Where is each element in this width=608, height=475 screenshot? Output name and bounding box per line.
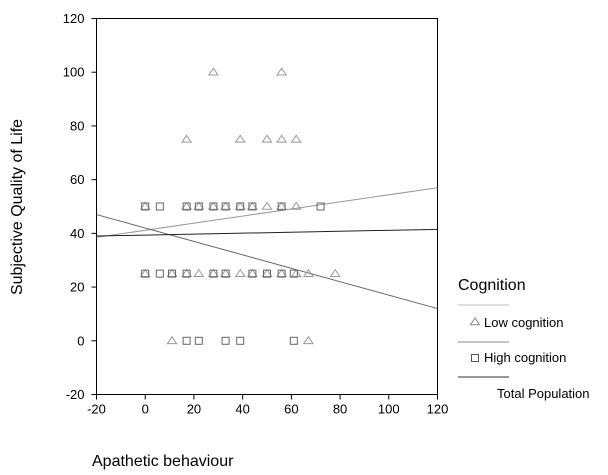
point-square bbox=[236, 336, 245, 345]
y-tick-label: 20 bbox=[70, 280, 84, 295]
point-triangle bbox=[276, 268, 288, 277]
point-square bbox=[316, 202, 325, 211]
fit-line bbox=[96, 214, 438, 310]
point-square bbox=[141, 269, 150, 278]
point-square bbox=[289, 336, 298, 345]
point-triangle bbox=[193, 201, 205, 210]
plot-frame bbox=[96, 18, 438, 395]
point-square bbox=[221, 269, 230, 278]
point-square bbox=[263, 269, 271, 278]
fit-line bbox=[96, 187, 438, 238]
x-tick-label: 80 bbox=[333, 402, 347, 417]
fit-line bbox=[96, 228, 438, 237]
point-square bbox=[248, 202, 257, 211]
y-tick-label: 60 bbox=[70, 172, 84, 187]
point-triangle bbox=[290, 268, 302, 277]
point-square bbox=[277, 202, 286, 211]
point-triangle bbox=[181, 201, 193, 210]
point-triangle bbox=[234, 268, 246, 277]
y-tick-label: 80 bbox=[70, 118, 84, 133]
point-triangle bbox=[261, 268, 273, 277]
point-square bbox=[182, 202, 191, 211]
data-points bbox=[139, 67, 341, 345]
point-square bbox=[248, 269, 257, 278]
legend: Cognition Low cognition High cognition Tot… bbox=[458, 277, 590, 401]
fit-lines bbox=[96, 187, 438, 310]
point-triangle bbox=[193, 268, 205, 277]
y-axis-ticks: -20 0 20 40 60 80 100 120 bbox=[63, 11, 97, 402]
legend-label: High cognition bbox=[484, 350, 566, 365]
x-tick-label: 0 bbox=[142, 402, 149, 417]
point-triangle bbox=[261, 134, 273, 143]
point-square bbox=[141, 202, 150, 211]
point-triangle bbox=[166, 335, 178, 345]
point-square bbox=[236, 202, 245, 211]
point-triangle bbox=[166, 268, 178, 277]
point-square bbox=[221, 336, 230, 345]
x-axis-title: Apathetic behaviour bbox=[92, 453, 234, 470]
y-axis-title: Subjective Quality of Life bbox=[9, 119, 26, 295]
y-tick-label: -20 bbox=[66, 387, 85, 402]
x-axis-ticks: -20 0 20 40 60 80 100 120 bbox=[87, 394, 449, 417]
point-square bbox=[168, 269, 177, 278]
point-triangle bbox=[246, 201, 258, 210]
point-triangle bbox=[329, 268, 341, 277]
point-triangle bbox=[220, 201, 232, 210]
point-square bbox=[182, 269, 191, 278]
x-tick-label: 40 bbox=[235, 402, 249, 417]
point-square bbox=[209, 202, 218, 211]
point-square bbox=[155, 269, 164, 278]
legend-square-icon bbox=[471, 354, 479, 362]
y-tick-label: 40 bbox=[70, 226, 84, 241]
x-tick-label: -20 bbox=[87, 402, 106, 417]
point-square bbox=[155, 202, 164, 211]
x-tick-label: 120 bbox=[427, 402, 449, 417]
point-triangle bbox=[181, 268, 193, 277]
x-tick-label: 20 bbox=[187, 402, 201, 417]
point-triangle bbox=[207, 201, 219, 210]
point-triangle bbox=[246, 268, 258, 277]
point-triangle bbox=[207, 67, 219, 76]
legend-triangle-icon bbox=[469, 317, 481, 326]
point-triangle bbox=[220, 268, 232, 277]
y-tick-label: 0 bbox=[77, 333, 84, 348]
point-square bbox=[194, 202, 203, 211]
x-tick-label: 60 bbox=[284, 402, 298, 417]
point-triangle bbox=[276, 201, 288, 210]
point-square bbox=[221, 202, 230, 211]
point-triangle bbox=[234, 134, 246, 143]
y-tick-label: 120 bbox=[63, 11, 85, 26]
legend-label: Low cognition bbox=[484, 315, 564, 330]
point-square bbox=[289, 269, 298, 278]
point-triangle bbox=[207, 268, 219, 277]
point-triangle bbox=[290, 201, 302, 210]
point-triangle bbox=[290, 134, 302, 143]
point-square bbox=[194, 336, 203, 345]
point-triangle bbox=[261, 201, 273, 210]
point-triangle bbox=[139, 268, 151, 277]
legend-title: Cognition bbox=[458, 277, 526, 294]
point-triangle bbox=[234, 201, 246, 210]
point-triangle bbox=[139, 201, 151, 210]
point-triangle bbox=[302, 335, 314, 345]
point-triangle bbox=[181, 134, 193, 143]
x-tick-label: 100 bbox=[378, 402, 400, 417]
point-triangle bbox=[276, 67, 288, 76]
point-triangle bbox=[302, 268, 314, 277]
point-square bbox=[209, 269, 218, 278]
point-square bbox=[277, 269, 286, 278]
legend-label: Total Population bbox=[497, 386, 590, 401]
y-tick-label: 100 bbox=[63, 65, 85, 80]
point-square bbox=[182, 336, 191, 345]
point-triangle bbox=[276, 134, 288, 143]
